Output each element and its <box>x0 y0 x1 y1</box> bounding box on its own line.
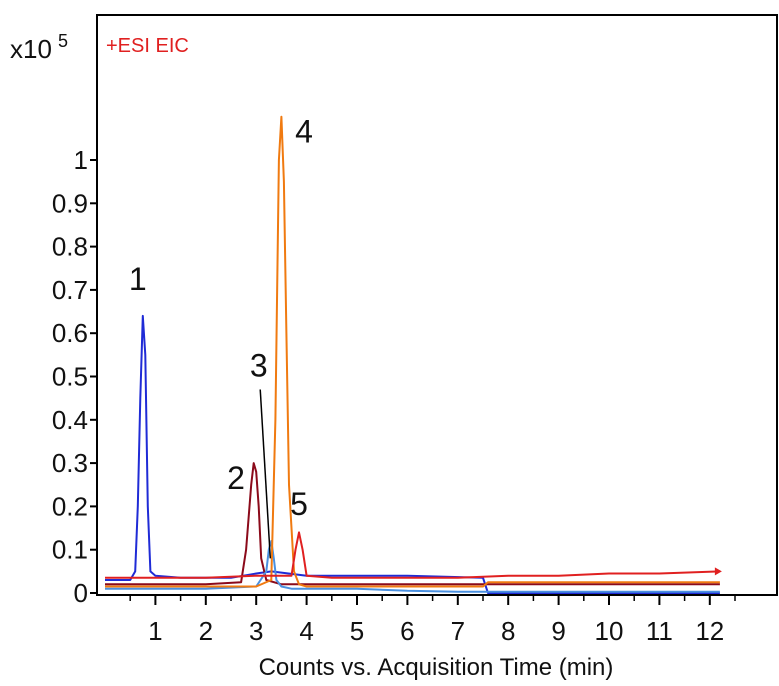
series-line-5 <box>105 531 720 579</box>
y-tick-label: 0.6 <box>52 318 88 348</box>
x-axis-label: Counts vs. Acquisition Time (min) <box>259 654 614 681</box>
x-tick-label: 3 <box>249 616 263 646</box>
x-tick-label: 10 <box>595 616 624 646</box>
peak-label-3: 3 <box>250 348 268 384</box>
y-tick-label: 0.9 <box>52 188 88 218</box>
y-exponent: 5 <box>58 31 68 51</box>
y-tick-label: 0 <box>74 578 88 608</box>
x-tick-label: 6 <box>400 616 414 646</box>
peak-label-5: 5 <box>290 486 308 522</box>
peak-label-2: 2 <box>227 460 245 496</box>
y-tick-label: 0.2 <box>52 491 88 521</box>
y-tick-label: 0.5 <box>52 362 88 392</box>
y-tick-label: 0.7 <box>52 275 88 305</box>
peak-label-1: 1 <box>129 261 147 297</box>
plot-frame <box>96 14 778 596</box>
x-tick-label: 11 <box>646 616 673 646</box>
x-tick-label: 9 <box>551 616 565 646</box>
series-line-3 <box>105 540 720 593</box>
x-tick-label: 4 <box>299 616 313 646</box>
series-line-4 <box>105 115 720 588</box>
x-tick-label: 1 <box>148 616 162 646</box>
y-tick-label: 0.1 <box>52 535 88 565</box>
x-tick-label: 12 <box>695 616 724 646</box>
y-tick-label: 0.4 <box>52 405 88 435</box>
y-multiplier: x10 <box>10 34 52 64</box>
axes: 1 2 3 4 5 6 7 8 9 10 11 1200.10.20.30.40.50.60.70.8… <box>52 145 777 646</box>
series-group <box>105 115 722 594</box>
chart-title: +ESI EIC <box>106 35 189 57</box>
x-tick-label: 8 <box>501 616 515 646</box>
x-tick-label: 5 <box>350 616 364 646</box>
series-line-1 <box>105 314 720 594</box>
y-tick-label: 0.8 <box>52 232 88 262</box>
x-tick-label: 7 <box>451 616 465 646</box>
series-end-marker <box>714 567 722 576</box>
peak-3-leader <box>259 389 272 559</box>
x-tick-label: 2 <box>199 616 213 646</box>
annotations-group: 1 2 3 4 5 <box>129 114 313 559</box>
y-tick-label: 1 <box>74 145 88 175</box>
y-tick-label: 0.3 <box>52 448 88 478</box>
peak-label-4: 4 <box>295 114 313 150</box>
